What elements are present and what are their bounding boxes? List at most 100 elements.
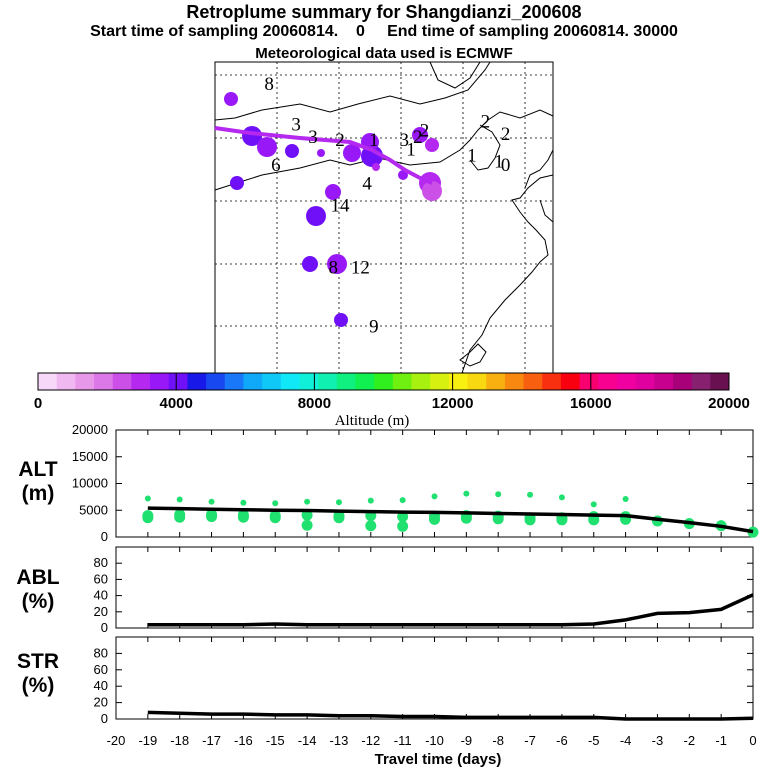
plume-day-label: 1: [467, 146, 477, 167]
colorbar-cell: [336, 373, 356, 390]
altitude-point: [556, 514, 568, 526]
altitude-point: [301, 519, 313, 531]
colorbar-cell: [168, 373, 188, 390]
colorbar-frame: [37, 372, 730, 391]
x-tick-label: -15: [266, 733, 285, 748]
altitude-point: [431, 493, 438, 500]
y-tick-label: 80: [94, 645, 108, 660]
plume-blob: [361, 145, 383, 167]
plume-track: [214, 126, 433, 185]
x-tick-label: -5: [588, 733, 600, 748]
colorbar-tick: 8000: [298, 395, 331, 412]
altitude-point: [176, 496, 183, 503]
plume-day-label: 3: [291, 114, 301, 135]
coastline: [469, 124, 501, 171]
colorbar-cell: [224, 373, 244, 390]
x-tick-label: 0: [749, 733, 756, 748]
altitude-point: [206, 511, 218, 523]
y-tick-label: 80: [94, 555, 108, 570]
altitude-point: [622, 496, 629, 503]
y-tick-label: 60: [94, 571, 108, 586]
coastline: [429, 61, 481, 89]
plume-blob: [317, 149, 325, 157]
plume-day-label: 3: [308, 127, 318, 148]
plume-blob: [412, 127, 428, 143]
altitude-point: [333, 512, 345, 524]
colorbar-cell: [150, 373, 170, 390]
plume-day-label: 12: [351, 257, 370, 278]
colorbar-cell: [187, 373, 207, 390]
plume-blob: [334, 313, 348, 327]
altitude-point: [588, 514, 600, 526]
colorbar-cell: [598, 373, 618, 390]
colorbar-cell: [280, 373, 300, 390]
altitude-point: [397, 511, 409, 523]
x-tick-label: -18: [170, 733, 189, 748]
plume-blob: [224, 92, 238, 106]
altitude-point: [144, 495, 151, 502]
colorbar-cell: [616, 373, 637, 390]
colorbar-cell: [206, 373, 226, 390]
plume-blob: [425, 138, 439, 152]
plume-blob: [230, 176, 244, 190]
colorbar-cell: [112, 373, 132, 390]
y-tick-label: 20: [94, 604, 108, 619]
plume-day-label: 0: [501, 155, 511, 176]
plume-blobs: [224, 92, 442, 327]
altitude-point: [240, 499, 247, 506]
abl-panel-frame: [115, 546, 754, 629]
series-line: [147, 710, 754, 721]
altitude-point: [590, 501, 597, 508]
colorbar-cell: [56, 373, 76, 390]
plume-blob: [257, 137, 277, 157]
colorbar-cell: [523, 373, 543, 390]
altitude-point: [463, 490, 470, 497]
colorbar-cell: [299, 373, 319, 390]
abl-label: ABL: [16, 566, 59, 589]
coastline: [459, 343, 487, 367]
y-tick-label: 15000: [72, 449, 108, 464]
x-tick-label: -4: [620, 733, 632, 748]
colorbar-cell: [318, 373, 338, 390]
altitude-point: [208, 498, 215, 505]
altitude-point: [429, 513, 440, 525]
plume-blob: [343, 144, 361, 162]
coastline: [214, 109, 554, 191]
altitude-point: [269, 512, 281, 524]
plume-day-label: 2: [335, 130, 345, 151]
plume-blob: [325, 184, 341, 200]
colorbar-cell: [448, 373, 469, 390]
y-tick-label: 10000: [72, 476, 108, 491]
colorbar-cell: [392, 373, 413, 390]
altitude-point: [495, 491, 502, 498]
colorbar-tick: 20000: [708, 395, 750, 412]
plume-blob: [306, 206, 326, 226]
chart-title: Retroplume summary for Shangdianzi_20060…: [186, 2, 582, 22]
colorbar-cell: [635, 373, 655, 390]
map-coastlines: [214, 61, 554, 374]
alt-label: ALT: [18, 458, 57, 481]
x-axis-label: Travel time (days): [375, 751, 502, 768]
altitude-point: [304, 498, 311, 505]
altitude-point: [272, 500, 279, 507]
altitude-point: [335, 499, 342, 506]
colorbar-cell: [355, 373, 375, 390]
plume-day-label: 4: [362, 174, 372, 195]
colorbar-cell: [262, 373, 282, 390]
x-tick-label: -7: [524, 733, 536, 748]
colorbar-label: Altitude (m): [335, 413, 410, 429]
plume-day-label: 8: [264, 74, 274, 95]
altitude-point: [558, 494, 565, 501]
plume-day-label: 2: [481, 111, 491, 132]
altitude-point: [492, 513, 504, 525]
plume-day-label: 1: [369, 130, 379, 151]
altitude-point: [524, 514, 536, 526]
altitude-point: [397, 520, 409, 532]
map-grid: [215, 62, 553, 373]
x-tick-label: -13: [330, 733, 349, 748]
colorbar-cell: [131, 373, 151, 390]
colorbar-cell: [486, 373, 506, 390]
alt-unit: (m): [22, 482, 55, 505]
